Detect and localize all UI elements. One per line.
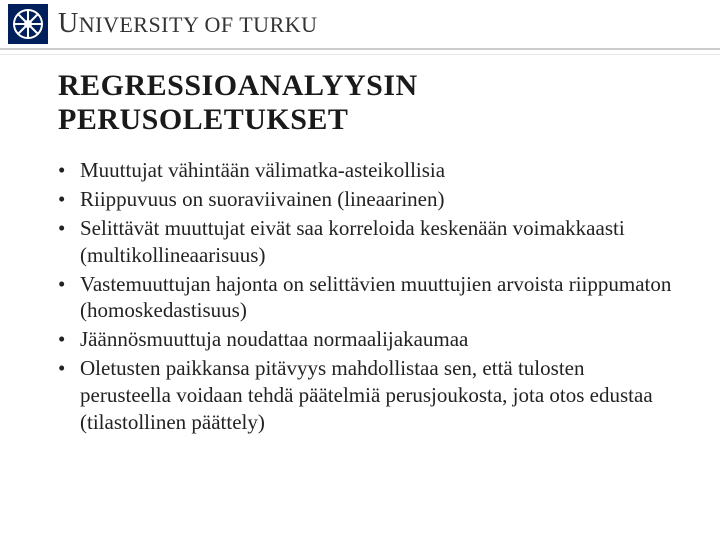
list-item: Selittävät muuttujat eivät saa korreloid… bbox=[80, 215, 676, 269]
list-item: Riippuvuus on suoraviivainen (lineaarine… bbox=[80, 186, 676, 213]
header-divider-thin bbox=[0, 54, 720, 55]
header-divider bbox=[0, 48, 720, 50]
list-item: Jäännösmuuttuja noudattaa normaalijakaum… bbox=[80, 326, 676, 353]
institution-text: NIVERSITY OF TURKU bbox=[79, 12, 318, 37]
slide-content: REGRESSIOANALYYSIN PERUSOLETUKSET Muuttu… bbox=[0, 69, 720, 436]
list-item: Vastemuuttujan hajonta on selittävien mu… bbox=[80, 271, 676, 325]
list-item: Muuttujat vähintään välimatka-asteikolli… bbox=[80, 157, 676, 184]
university-logo-icon bbox=[8, 4, 48, 44]
bullet-list: Muuttujat vähintään välimatka-asteikolli… bbox=[58, 157, 676, 436]
slide-title: REGRESSIOANALYYSIN PERUSOLETUKSET bbox=[58, 69, 676, 137]
slide-header: UNIVERSITY OF TURKU bbox=[0, 0, 720, 48]
list-item: Oletusten paikkansa pitävyys mahdollista… bbox=[80, 355, 676, 436]
institution-name: UNIVERSITY OF TURKU bbox=[58, 8, 318, 40]
